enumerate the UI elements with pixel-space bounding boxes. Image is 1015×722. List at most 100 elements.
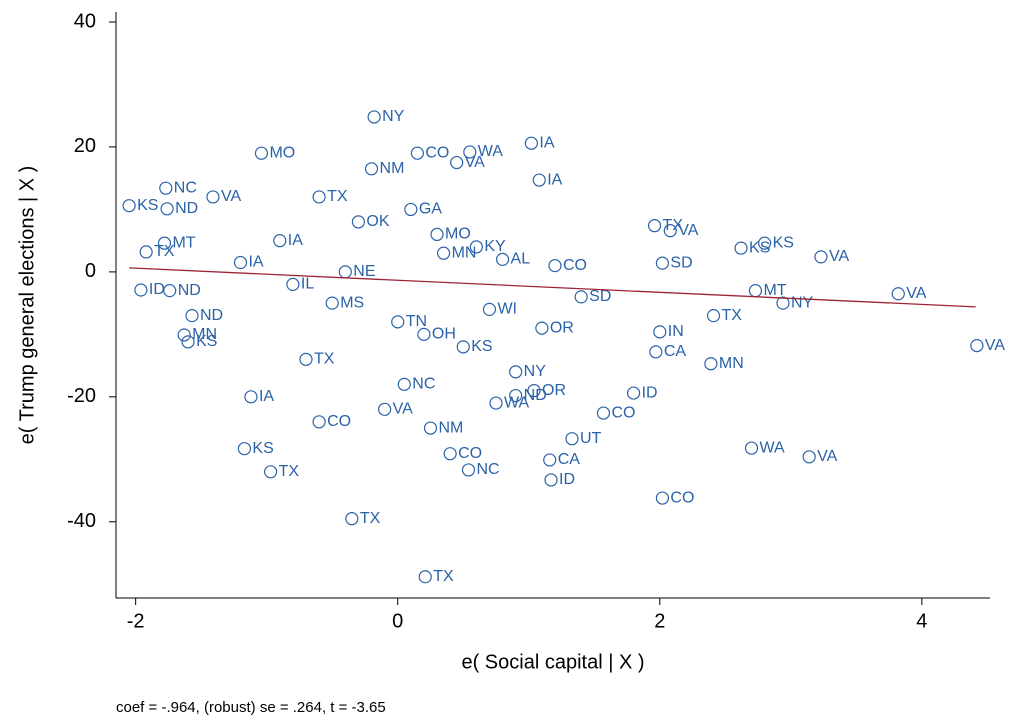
point-label: SD (670, 254, 692, 271)
point (436, 246, 451, 260)
point-label: OR (542, 382, 566, 399)
point (410, 146, 424, 160)
point (744, 441, 759, 455)
point (653, 325, 667, 339)
x-axis-title: e( Social capital | X ) (461, 651, 644, 673)
point (237, 442, 252, 456)
point (758, 236, 772, 250)
point (391, 315, 405, 329)
point-label: MO (269, 144, 295, 161)
point-label: OR (550, 319, 574, 336)
point-label: KS (196, 333, 217, 350)
point-label: TX (327, 188, 348, 205)
point (139, 245, 153, 259)
point (532, 173, 546, 187)
point-label: NY (382, 108, 405, 125)
point (456, 340, 470, 354)
y-tick-label: -20 (67, 385, 96, 407)
point (122, 199, 136, 213)
point (351, 215, 366, 229)
point (163, 284, 177, 298)
x-tick-label: 0 (392, 610, 403, 632)
point (596, 406, 611, 420)
point-label: ND (175, 200, 198, 217)
point (704, 357, 718, 371)
point (325, 296, 339, 310)
point-label: IA (539, 134, 554, 151)
point-label: VA (393, 401, 413, 418)
point (312, 415, 326, 429)
point (544, 473, 558, 487)
y-tick-label: 40 (74, 10, 96, 32)
point (254, 146, 269, 160)
point (206, 190, 220, 204)
point-label: CO (425, 144, 449, 161)
point-label: WA (504, 394, 530, 411)
point-label: AL (511, 251, 531, 268)
point-label: ND (524, 387, 547, 404)
point-label: TX (722, 307, 743, 324)
point-label: VA (985, 337, 1005, 354)
point-label: CA (664, 343, 687, 360)
point-label: TX (154, 243, 175, 260)
point (469, 240, 483, 254)
point-label: KS (773, 234, 794, 251)
point-label: WA (760, 439, 786, 456)
point (509, 388, 523, 403)
point (404, 202, 418, 217)
point (527, 383, 541, 398)
point-label: ND (200, 307, 223, 324)
point-label: WI (497, 301, 517, 318)
point-label: VA (906, 285, 926, 302)
point (443, 447, 457, 461)
point (970, 339, 984, 353)
point (417, 327, 431, 341)
point (430, 227, 444, 242)
point-label: MO (445, 226, 471, 243)
point (157, 236, 172, 250)
point-label: VA (465, 154, 485, 171)
point (548, 259, 562, 273)
point-label: CO (458, 445, 482, 462)
y-tick-label: 0 (85, 260, 96, 282)
point-label: TX (663, 217, 684, 234)
point-label: CA (558, 451, 581, 468)
point-label: MS (340, 294, 364, 311)
point (181, 335, 195, 349)
y-axis-title: e( Trump general elections | X ) (16, 166, 38, 445)
point (286, 277, 300, 291)
point (734, 241, 748, 255)
point (233, 255, 248, 270)
point-label: WA (478, 143, 504, 160)
point (299, 352, 313, 366)
point-label: GA (419, 201, 442, 218)
point (535, 321, 549, 335)
point-label: KY (484, 238, 506, 255)
point-label: CO (611, 404, 635, 421)
point-label: IA (288, 232, 303, 249)
point (655, 256, 670, 270)
point (177, 328, 191, 342)
point (244, 390, 258, 404)
point-label: IA (248, 254, 263, 271)
point (565, 432, 579, 446)
point-label: OH (432, 326, 456, 343)
point (663, 224, 677, 238)
point-label: NY (524, 363, 547, 380)
point-label: MN (719, 355, 744, 372)
point-label: KS (137, 197, 158, 214)
point-label: ID (642, 384, 658, 401)
point (367, 110, 381, 124)
point-label: NC (412, 376, 435, 393)
point-label: TX (314, 351, 335, 368)
point (418, 570, 432, 584)
point-label: VA (817, 448, 837, 465)
point (450, 155, 464, 170)
point-label: VA (221, 188, 241, 205)
point (264, 465, 278, 479)
point (378, 402, 392, 416)
point (649, 345, 663, 359)
point-label: CO (670, 489, 694, 506)
note: coef = -.964, (robust) se = .264, t = -3… (116, 699, 386, 716)
